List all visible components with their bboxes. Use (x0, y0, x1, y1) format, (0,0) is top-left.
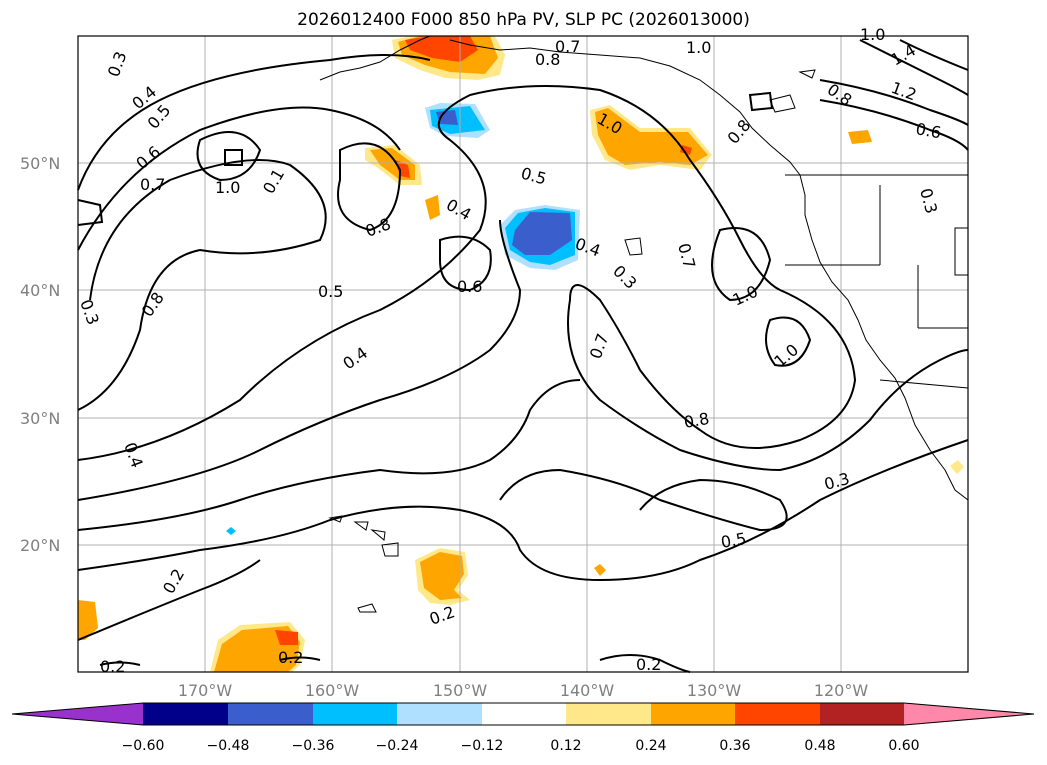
colorbar-ticks: −0.60 −0.48 −0.36 −0.24 −0.12 0.12 0.24 … (122, 738, 920, 754)
lat-label: 30°N (20, 409, 60, 428)
longitude-labels: 170°W 160°W 150°W 140°W 130°W 120°W (178, 681, 869, 700)
colorbar-swatch (735, 703, 820, 725)
lat-label: 50°N (20, 154, 60, 173)
colorbar-swatch (228, 703, 313, 725)
colorbar-swatch (566, 703, 651, 725)
colorbar-swatch (313, 703, 397, 725)
colorbar-tick: 0.48 (804, 738, 835, 754)
contour-label: 0.8 (682, 409, 710, 432)
map-panel: 0.3 0.4 0.5 0.6 0.7 1.0 0.1 0.8 0.5 0.4 … (76, 25, 969, 676)
contour-label: 0.5 (719, 529, 747, 552)
colorbar-tick: 0.12 (550, 738, 581, 754)
colorbar-swatch (651, 703, 735, 725)
colorbar-tick: −0.12 (461, 738, 504, 754)
slp-contours (77, 39, 969, 673)
contour-label: 0.7 (555, 37, 580, 56)
contour-label: 0.2 (278, 648, 303, 667)
colorbar-tick: 0.24 (635, 738, 666, 754)
contour-label: 1.0 (686, 38, 711, 57)
colorbar-extend-max (904, 703, 1034, 725)
colorbar-swatch (482, 703, 566, 725)
lat-label: 20°N (20, 536, 60, 555)
contour-label: 0.2 (100, 657, 125, 676)
contour-label: 1.0 (215, 178, 240, 197)
colorbar-swatch (820, 703, 904, 725)
lat-label: 40°N (20, 281, 60, 300)
colorbar: −0.60 −0.48 −0.36 −0.24 −0.12 0.12 0.24 … (11, 702, 1035, 754)
colorbar-tick: 0.60 (888, 738, 919, 754)
colorbar-extend-min (12, 703, 143, 725)
lon-label: 120°W (814, 681, 869, 700)
lon-label: 160°W (305, 681, 360, 700)
colorbar-swatch (397, 703, 482, 725)
lon-label: 130°W (687, 681, 742, 700)
colorbar-tick: −0.36 (292, 738, 335, 754)
latitude-labels: 50°N 40°N 30°N 20°N (20, 154, 60, 555)
contour-label: 0.8 (535, 50, 560, 69)
colorbar-tick: −0.48 (207, 738, 250, 754)
pv-shading (78, 36, 964, 672)
colorbar-swatch (143, 703, 228, 725)
contour-label: 0.6 (457, 277, 482, 296)
colorbar-tick: −0.60 (122, 738, 165, 754)
lon-label: 150°W (433, 681, 488, 700)
map-title: 2026012400 F000 850 hPa PV, SLP PC (2026… (297, 10, 750, 30)
lon-label: 170°W (178, 681, 233, 700)
graticule (78, 36, 968, 672)
coastlines (319, 35, 969, 613)
contour-label: 0.5 (318, 282, 343, 301)
lon-label: 140°W (560, 681, 615, 700)
contour-label: 0.2 (636, 655, 661, 674)
contour-label: 0.7 (140, 175, 165, 194)
colorbar-tick: 0.36 (719, 738, 750, 754)
colorbar-tick: −0.24 (376, 738, 419, 754)
contour-label: 1.0 (860, 25, 885, 44)
contour-label: 0.6 (914, 119, 942, 142)
